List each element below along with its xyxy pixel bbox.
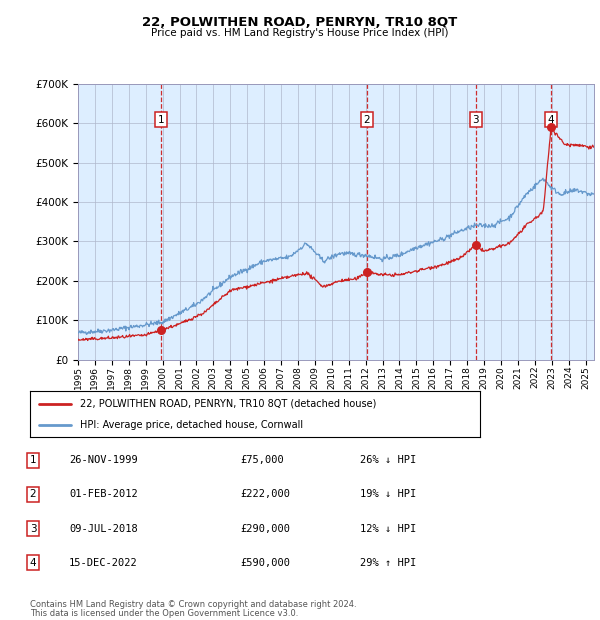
Text: 22, POLWITHEN ROAD, PENRYN, TR10 8QT (detached house): 22, POLWITHEN ROAD, PENRYN, TR10 8QT (de… (79, 399, 376, 409)
Text: £222,000: £222,000 (240, 489, 290, 500)
Text: 15-DEC-2022: 15-DEC-2022 (69, 557, 138, 568)
Text: This data is licensed under the Open Government Licence v3.0.: This data is licensed under the Open Gov… (30, 608, 298, 618)
Text: 2: 2 (364, 115, 370, 125)
Text: 3: 3 (473, 115, 479, 125)
Text: 1: 1 (29, 455, 37, 466)
Text: Contains HM Land Registry data © Crown copyright and database right 2024.: Contains HM Land Registry data © Crown c… (30, 600, 356, 609)
Text: 22, POLWITHEN ROAD, PENRYN, TR10 8QT: 22, POLWITHEN ROAD, PENRYN, TR10 8QT (142, 16, 458, 29)
Text: 2: 2 (29, 489, 37, 500)
Text: 1: 1 (158, 115, 164, 125)
Text: 3: 3 (29, 523, 37, 534)
Text: £590,000: £590,000 (240, 557, 290, 568)
Text: 4: 4 (29, 557, 37, 568)
Text: 09-JUL-2018: 09-JUL-2018 (69, 523, 138, 534)
Text: 01-FEB-2012: 01-FEB-2012 (69, 489, 138, 500)
Text: Price paid vs. HM Land Registry's House Price Index (HPI): Price paid vs. HM Land Registry's House … (151, 28, 449, 38)
Text: 19% ↓ HPI: 19% ↓ HPI (360, 489, 416, 500)
Text: 26% ↓ HPI: 26% ↓ HPI (360, 455, 416, 466)
Text: HPI: Average price, detached house, Cornwall: HPI: Average price, detached house, Corn… (79, 420, 302, 430)
Text: 26-NOV-1999: 26-NOV-1999 (69, 455, 138, 466)
Text: 4: 4 (548, 115, 554, 125)
Text: £290,000: £290,000 (240, 523, 290, 534)
Text: £75,000: £75,000 (240, 455, 284, 466)
Text: 12% ↓ HPI: 12% ↓ HPI (360, 523, 416, 534)
Text: 29% ↑ HPI: 29% ↑ HPI (360, 557, 416, 568)
